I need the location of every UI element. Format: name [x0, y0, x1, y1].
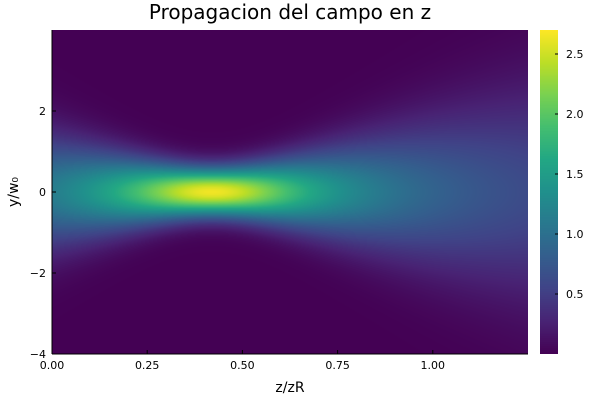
heatmap-image	[52, 30, 528, 354]
colorbar-ticks: 0.5 1.0 1.5 2.0 2.5	[555, 48, 584, 301]
colorbar-canvas-holder	[540, 30, 558, 354]
y-tick-label: −4	[30, 348, 46, 361]
chart-title: Propagacion del campo en z	[149, 0, 431, 24]
x-tick-label: 0.00	[40, 359, 65, 372]
y-tick-label: −2	[30, 267, 46, 280]
colorbar-tick-label: 2.5	[566, 48, 584, 61]
colorbar-tick-label: 0.5	[566, 288, 584, 301]
y-tick-label: 0	[39, 186, 46, 199]
x-tick-label: 0.50	[230, 359, 255, 372]
y-axis-label: y/w₀	[6, 177, 22, 207]
colorbar-tick-label: 2.0	[566, 108, 584, 121]
x-tick-label: 1.00	[421, 359, 446, 372]
x-axis-ticks: 0.00 0.25 0.50 0.75 1.00	[40, 350, 445, 372]
x-tick-label: 0.75	[325, 359, 350, 372]
colorbar-tick-label: 1.0	[566, 228, 584, 241]
colorbar-tick-label: 1.5	[566, 168, 584, 181]
heatmap-canvas-holder	[52, 30, 528, 354]
plot-area	[51, 30, 528, 355]
colorbar-gradient	[540, 30, 558, 354]
y-axis-ticks: −4 −2 0 2	[30, 105, 56, 361]
x-axis-label: z/zR	[275, 380, 304, 396]
x-tick-label: 0.25	[135, 359, 160, 372]
y-tick-label: 2	[39, 105, 46, 118]
colorbar: 0.5 1.0 1.5 2.0 2.5	[540, 30, 584, 354]
